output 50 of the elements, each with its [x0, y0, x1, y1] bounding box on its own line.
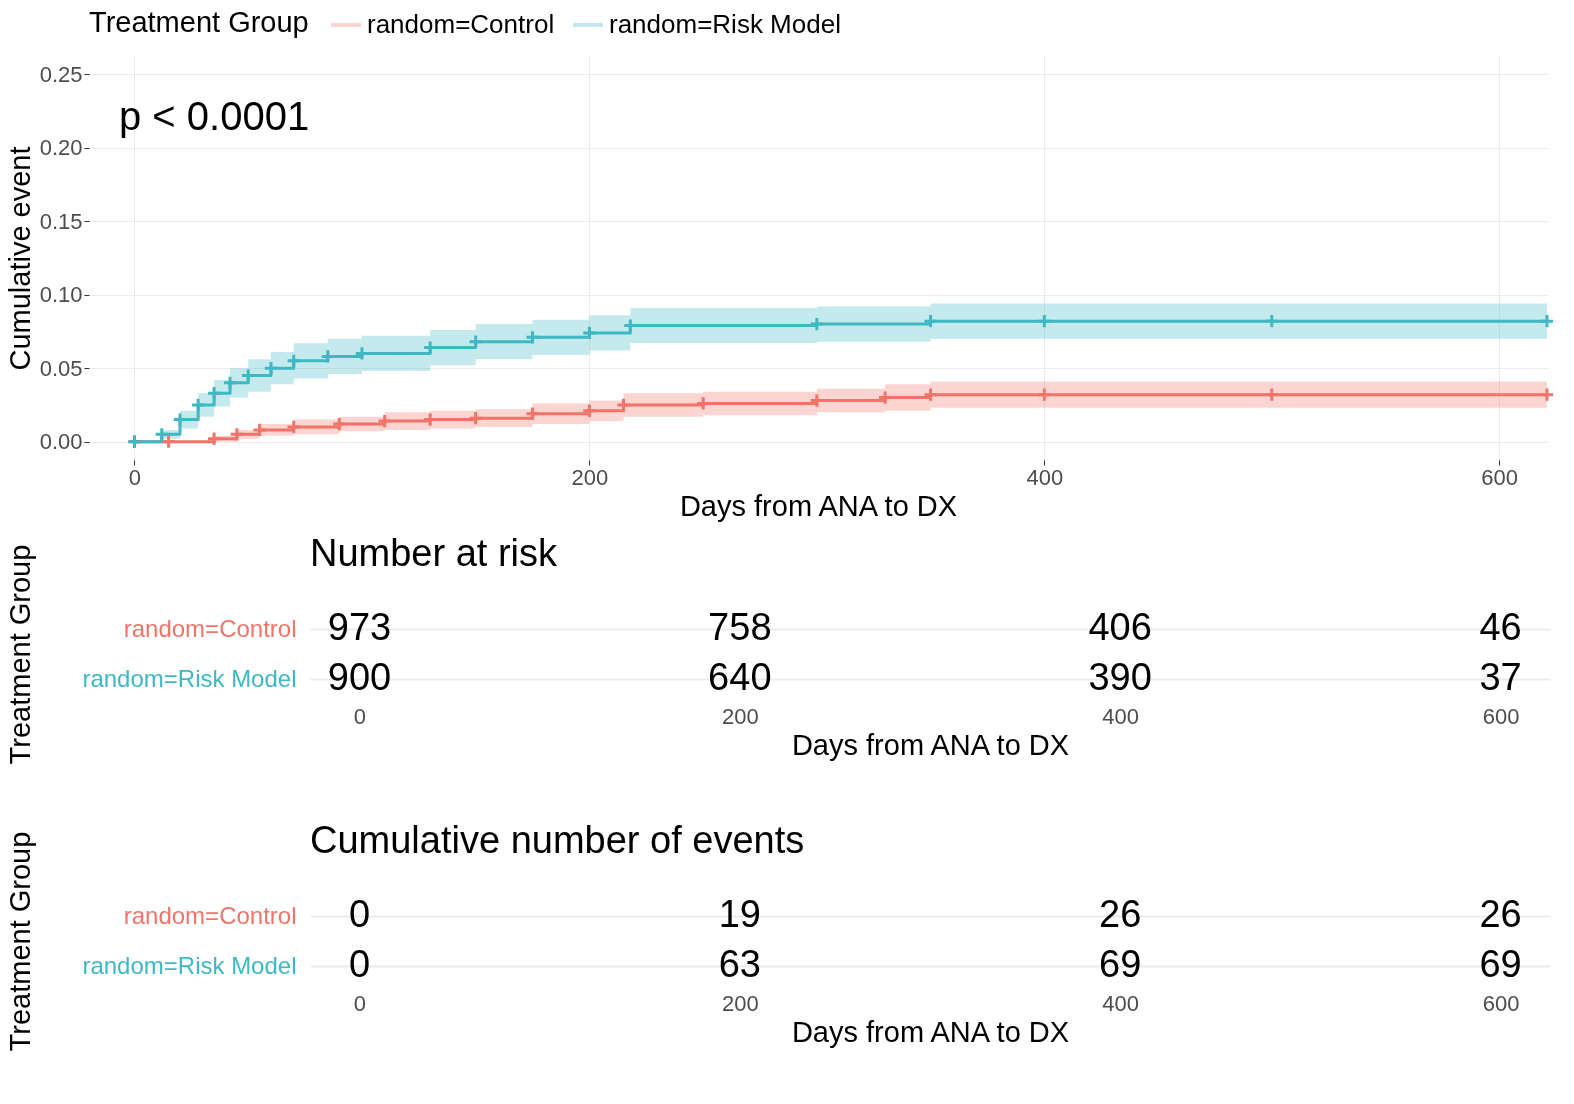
legend-label: random=Risk Model [609, 9, 841, 39]
annotation: p < 0.0001 [119, 94, 310, 138]
data-label: 37 [1479, 656, 1522, 698]
x-tick-label: 600 [1482, 990, 1520, 1016]
y-tick-label: 0.25 [39, 61, 83, 87]
data-label: 46 [1479, 606, 1522, 648]
chart-title: Number at risk [310, 532, 559, 575]
y-tick-label: random=Control [123, 614, 297, 642]
x-tick-label: 400 [1026, 464, 1064, 490]
y-tick-label: random=Risk Model [82, 664, 297, 692]
data-label: 19 [718, 893, 761, 935]
x-tick-label: 0 [128, 464, 142, 490]
data-label: 69 [1479, 943, 1522, 985]
data-label: 26 [1099, 893, 1142, 935]
y-axis-title: Treatment Group [3, 544, 36, 765]
x-tick-label: 200 [721, 990, 759, 1016]
y-tick-label: random=Control [123, 901, 297, 929]
x-tick-label: 400 [1102, 990, 1140, 1016]
x-tick-label: 0 [353, 990, 367, 1016]
y-tick-label: 0.10 [39, 282, 83, 308]
data-label: 63 [718, 943, 761, 985]
data-label: 26 [1479, 893, 1522, 935]
data-label: 640 [708, 656, 772, 698]
x-tick-label: 200 [571, 464, 609, 490]
x-tick-label: 0 [353, 703, 367, 729]
data-label: 0 [348, 943, 371, 985]
y-axis-title: Treatment Group [3, 831, 36, 1052]
x-axis-title: Days from ANA to DX [791, 728, 1070, 761]
x-axis-title: Days from ANA to DX [679, 489, 958, 522]
y-axis-title: Cumulative event [3, 146, 36, 371]
x-tick-label: 400 [1102, 703, 1140, 729]
y-tick-label: 0.20 [39, 135, 83, 161]
data-label: 69 [1099, 943, 1142, 985]
data-label: 900 [327, 656, 392, 698]
legend-title: Treatment Group [89, 6, 309, 38]
data-label: 0 [348, 893, 371, 935]
x-tick-label: 600 [1482, 703, 1520, 729]
x-tick-label: 600 [1481, 464, 1519, 490]
legend-label: random=Control [367, 9, 555, 39]
y-tick-label: 0.05 [39, 355, 83, 381]
data-label: 758 [708, 606, 772, 648]
y-tick-label: random=Risk Model [82, 951, 297, 979]
y-tick-label: 0.00 [39, 429, 83, 455]
data-label: 406 [1088, 606, 1152, 648]
y-tick-label: 0.15 [39, 208, 83, 234]
data-label: 973 [327, 606, 392, 648]
x-tick-label: 200 [721, 703, 759, 729]
x-axis-title: Days from ANA to DX [791, 1015, 1070, 1048]
chart-title: Cumulative number of events [310, 819, 805, 862]
data-label: 390 [1088, 656, 1152, 698]
